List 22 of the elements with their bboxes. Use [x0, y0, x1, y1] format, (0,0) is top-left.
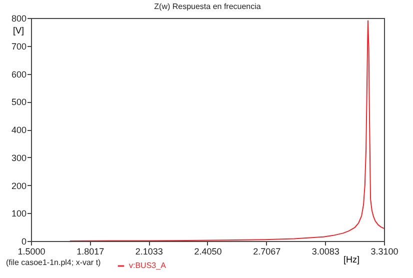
y-tick-label: 700	[11, 41, 26, 52]
x-tick-label: 2.1033	[135, 246, 163, 256]
y-tick-label: 800	[11, 14, 26, 24]
line-series	[70, 20, 384, 241]
legend-label: v:BUS3_A	[129, 261, 167, 270]
y-tick-label: 0	[21, 236, 26, 246]
x-tick-label: 2.7067	[253, 246, 281, 256]
y-tick-label: 300	[11, 152, 26, 163]
x-tick-label: 1.5000	[18, 246, 46, 256]
y-tick-label: 400	[11, 125, 26, 135]
text: (file casoe1-1n.pl4; x-var t)	[6, 258, 101, 267]
x-tick-label: 2.4050	[194, 246, 222, 256]
y-axis-title: [V]	[12, 26, 24, 36]
x-tick-label: 3.3100	[370, 246, 398, 256]
x-axis-title: [Hz]	[343, 254, 360, 264]
y-tick-label: 200	[11, 180, 26, 191]
y-tick-label: 600	[11, 69, 26, 80]
y-tick-label: 500	[11, 97, 26, 108]
x-tick-label: 3.0083	[312, 246, 340, 256]
chart-title: Z(w) Respuesta en frecuencia	[154, 2, 262, 11]
x-tick-label: 1.8017	[76, 246, 104, 256]
y-tick-label: 100	[11, 208, 26, 219]
